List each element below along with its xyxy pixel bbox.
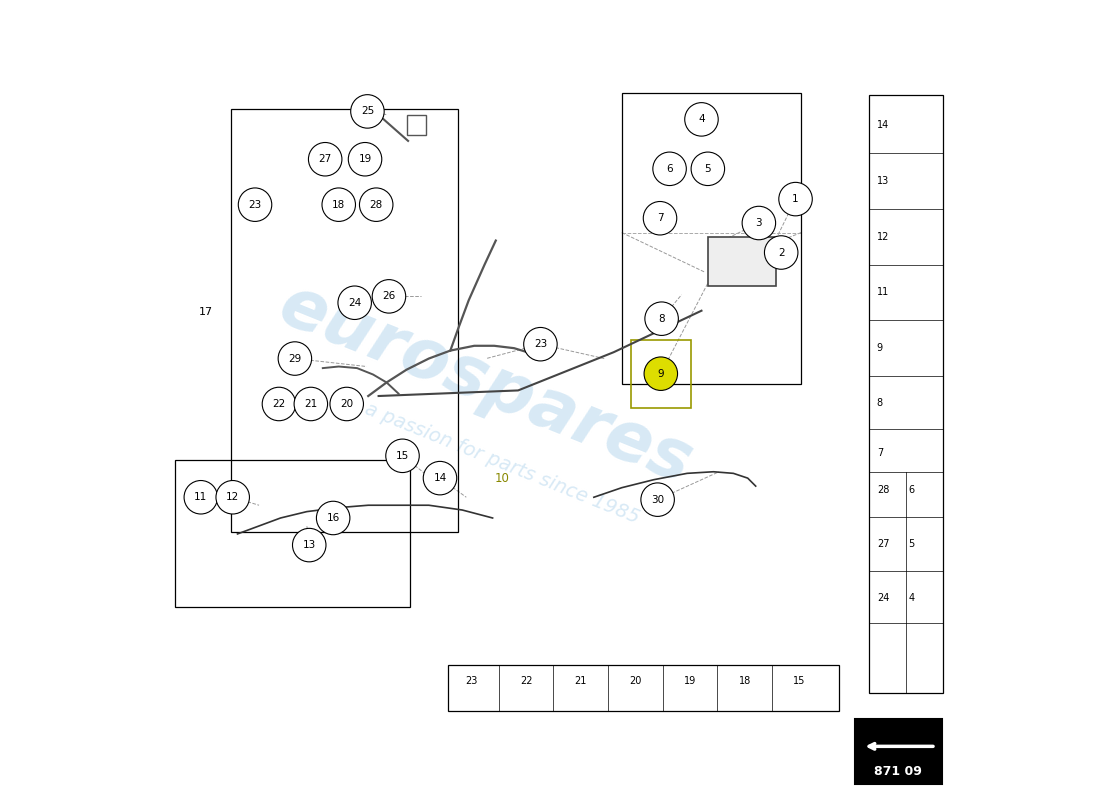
Text: 11: 11 [195,492,208,502]
Text: 28: 28 [370,200,383,210]
Text: 19: 19 [684,676,696,686]
Text: 25: 25 [361,106,374,117]
Text: 2: 2 [778,247,784,258]
Text: 30: 30 [651,494,664,505]
Bar [175,460,410,607]
Text: 10: 10 [495,472,509,485]
Circle shape [278,342,311,375]
Circle shape [349,142,382,176]
Text: 3: 3 [756,218,762,228]
Circle shape [644,202,676,235]
Text: 28: 28 [877,485,889,495]
Circle shape [652,152,686,186]
Bar [621,93,801,384]
Bar [708,237,775,286]
Bar [407,114,427,134]
Text: 16: 16 [327,513,340,523]
Circle shape [645,302,679,335]
Text: 20: 20 [340,399,353,409]
Circle shape [317,502,350,534]
Text: 5: 5 [704,164,712,174]
Text: 22: 22 [520,676,532,686]
Circle shape [216,481,250,514]
Bar [869,95,943,694]
Circle shape [645,357,678,390]
Text: 29: 29 [288,354,301,363]
Bar [231,109,459,531]
Text: 21: 21 [305,399,318,409]
Circle shape [308,142,342,176]
Text: a passion for parts since 1985: a passion for parts since 1985 [362,400,642,528]
Circle shape [338,286,372,319]
Text: 26: 26 [383,291,396,302]
Text: 24: 24 [877,593,889,602]
Circle shape [742,206,775,240]
Circle shape [322,188,355,222]
Circle shape [372,280,406,313]
Text: 7: 7 [657,214,663,223]
Circle shape [764,236,798,270]
Text: eurospares: eurospares [270,270,703,498]
Text: 21: 21 [574,676,587,686]
Text: 24: 24 [348,298,361,308]
Text: 4: 4 [698,114,705,124]
Text: 14: 14 [433,473,447,483]
Circle shape [293,528,326,562]
Circle shape [424,462,456,495]
Circle shape [360,188,393,222]
Text: 9: 9 [658,369,664,378]
Text: 23: 23 [249,200,262,210]
Text: 7: 7 [877,448,883,458]
Text: 20: 20 [629,676,641,686]
Text: 871 09: 871 09 [874,765,922,778]
Circle shape [641,483,674,516]
Circle shape [351,94,384,128]
Circle shape [524,327,558,361]
Circle shape [294,387,328,421]
Circle shape [184,481,218,514]
Text: 18: 18 [739,676,751,686]
Bar [631,340,691,408]
Circle shape [386,439,419,473]
Text: 6: 6 [667,164,673,174]
Text: 12: 12 [227,492,240,502]
Circle shape [262,387,296,421]
Text: 1: 1 [792,194,799,204]
Text: 8: 8 [877,398,883,408]
Text: 13: 13 [302,540,316,550]
Text: 23: 23 [534,339,547,349]
Circle shape [330,387,363,421]
Text: 4: 4 [909,593,914,602]
Circle shape [239,188,272,222]
Text: 9: 9 [877,342,883,353]
Text: 15: 15 [793,676,805,686]
Text: 27: 27 [877,539,890,549]
Text: 22: 22 [273,399,286,409]
Circle shape [779,182,812,216]
Circle shape [691,152,725,186]
Text: 18: 18 [332,200,345,210]
Text: 15: 15 [396,451,409,461]
Text: 11: 11 [877,287,889,297]
Text: 8: 8 [658,314,664,324]
Text: 27: 27 [319,154,332,164]
Text: 5: 5 [909,539,914,549]
Bar [855,719,943,784]
Text: 17: 17 [198,307,212,318]
Bar [448,665,838,711]
Text: 23: 23 [465,676,477,686]
Text: 12: 12 [877,231,889,242]
Circle shape [684,102,718,136]
Text: 6: 6 [909,485,914,495]
Text: 13: 13 [877,176,889,186]
Text: 19: 19 [359,154,372,164]
Text: 14: 14 [877,120,889,130]
